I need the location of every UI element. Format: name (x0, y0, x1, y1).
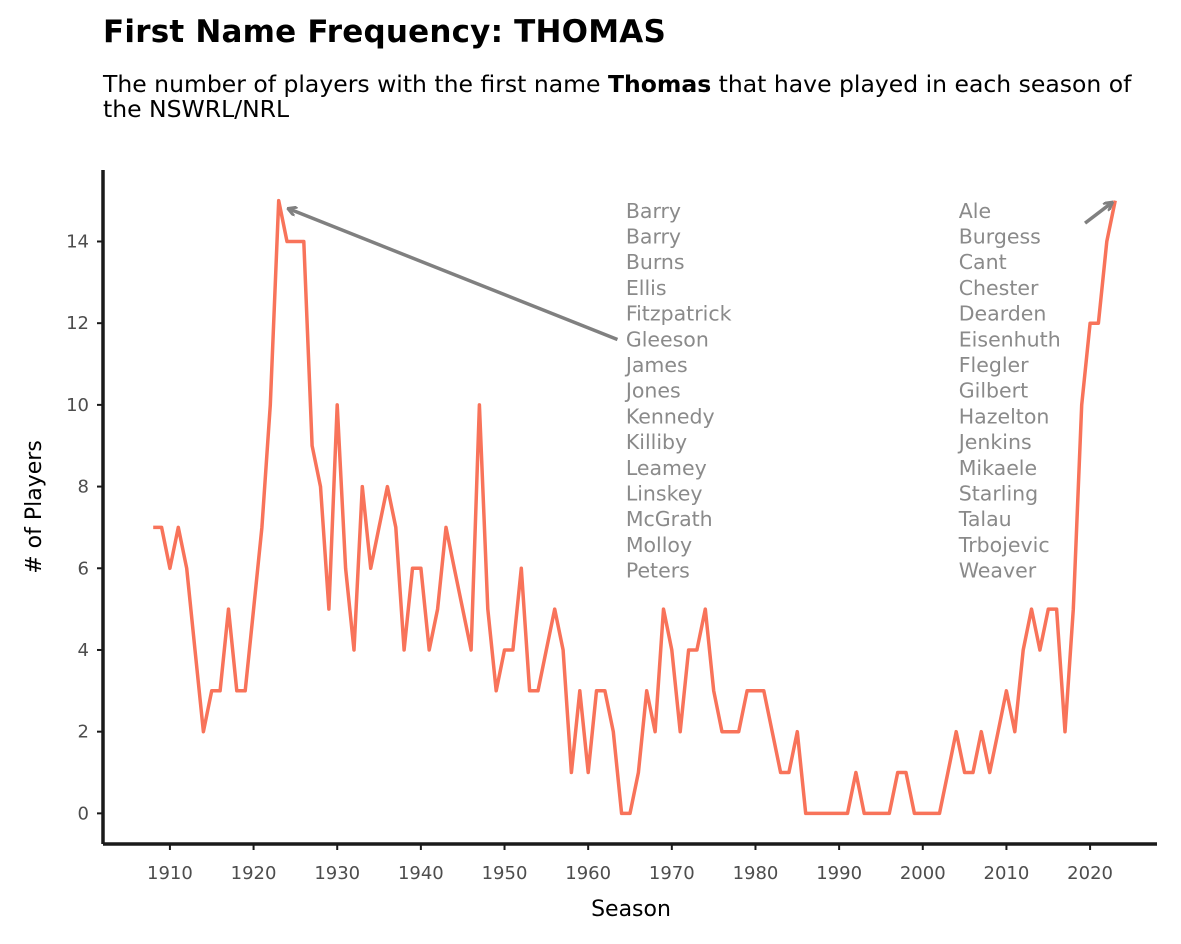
annotation-name: Hazelton (959, 404, 1050, 428)
y-axis-title: # of Players (22, 440, 47, 574)
annotation-name: Eisenhuth (959, 327, 1061, 351)
annotation-name: Jenkins (957, 430, 1032, 454)
annotation-name: Burns (626, 250, 685, 274)
y-tick-label: 6 (78, 558, 89, 579)
y-tick-label: 12 (66, 313, 89, 334)
annotation-name: Jones (624, 379, 681, 403)
annotation-name: McGrath (626, 507, 713, 531)
annotation-name: Peters (626, 559, 690, 583)
x-tick-label: 1950 (482, 863, 528, 884)
x-tick-label: 2020 (1067, 863, 1113, 884)
x-tick-label: 1930 (314, 863, 360, 884)
subtitle-highlight-name: Thomas (607, 70, 712, 98)
annotation-name: Gleeson (626, 327, 709, 351)
x-tick-label: 1910 (147, 863, 193, 884)
annotation-name: Weaver (959, 559, 1037, 583)
annotation-name: Killiby (626, 430, 687, 454)
x-tick-label: 1940 (398, 863, 444, 884)
x-tick-label: 2010 (984, 863, 1030, 884)
x-tick-label: 1970 (649, 863, 695, 884)
annotation-name: Barry (626, 225, 681, 249)
y-tick-label: 4 (78, 640, 89, 661)
y-tick-label: 10 (66, 395, 89, 416)
annotation-name: Gilbert (959, 379, 1028, 403)
annotation-name: Flegler (959, 353, 1029, 377)
annotation-arrow (1083, 203, 1112, 225)
annotation-name: Dearden (959, 302, 1047, 326)
annotation-name: Ellis (626, 276, 667, 300)
annotation-name: Chester (959, 276, 1039, 300)
annotation-name: Trbojevic (958, 533, 1050, 557)
annotation-name: Kennedy (626, 404, 715, 428)
y-tick-label: 2 (78, 722, 89, 743)
chart-subtitle: The number of players with the first nam… (103, 72, 1143, 122)
chart-title: First Name Frequency: THOMAS (103, 14, 666, 50)
annotation-name: Talau (958, 507, 1012, 531)
y-tick-label: 0 (78, 803, 89, 824)
x-tick-label: 1920 (231, 863, 277, 884)
y-tick-label: 14 (66, 231, 89, 252)
annotation-name: Cant (959, 250, 1007, 274)
annotation-name: Starling (959, 482, 1038, 506)
series-line (153, 198, 1117, 816)
x-tick-label: 1990 (816, 863, 862, 884)
subtitle-text-end: that have played in each season of the N… (103, 70, 1132, 123)
annotation-name: Linskey (626, 482, 703, 506)
x-tick-label: 2000 (900, 863, 946, 884)
x-axis-title: Season (591, 897, 671, 922)
x-tick-label: 1960 (565, 863, 611, 884)
annotation-name: Leamey (626, 456, 707, 480)
annotation-name: James (624, 353, 688, 377)
y-tick-label: 8 (78, 477, 89, 498)
annotation-name: Mikaele (959, 456, 1037, 480)
subtitle-text-start: The number of players with the first nam… (103, 70, 608, 98)
annotation-name: Molloy (626, 533, 692, 557)
annotation-arrow (289, 209, 619, 342)
annotation-name: Ale (959, 199, 991, 223)
annotation-name: Burgess (959, 225, 1041, 249)
annotation-name: Barry (626, 199, 681, 223)
annotation-name: Fitzpatrick (626, 302, 732, 326)
x-tick-label: 1980 (733, 863, 779, 884)
